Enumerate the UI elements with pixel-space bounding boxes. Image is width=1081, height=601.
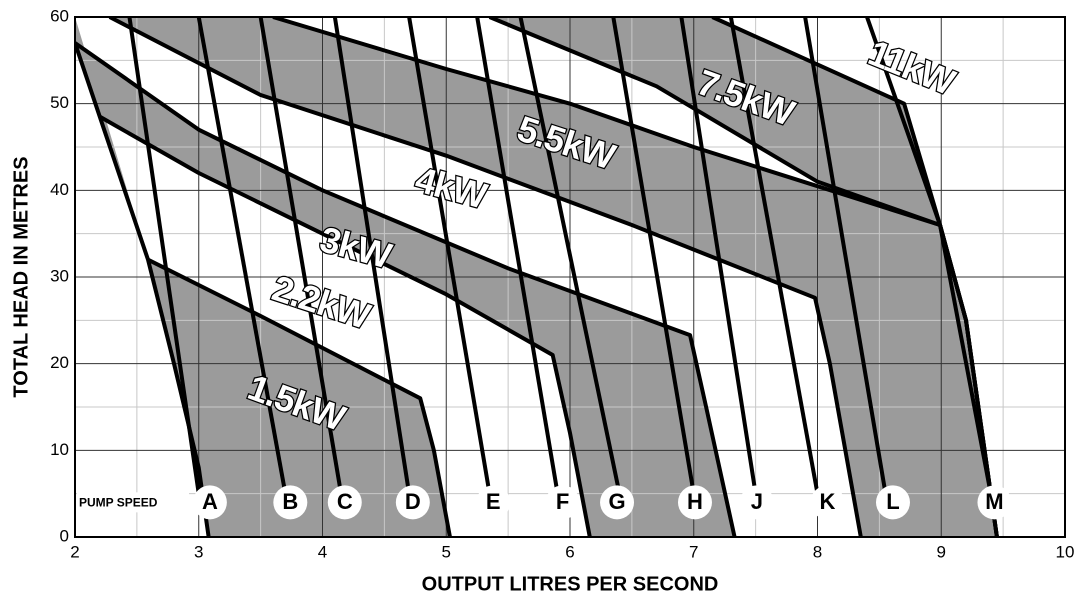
y-tick-label: 10 — [50, 440, 69, 459]
speed-letter: D — [405, 489, 421, 514]
speed-letter: M — [985, 489, 1003, 514]
x-tick-label: 6 — [565, 542, 574, 561]
power-line — [272, 17, 999, 537]
letter-badge — [810, 485, 845, 520]
speed-letter: F — [556, 489, 569, 514]
speed-line — [728, 17, 820, 495]
x-tick-label: 5 — [442, 542, 451, 561]
y-tick-label: 30 — [50, 266, 69, 285]
speed-letter: H — [687, 489, 703, 514]
y-tick-label: 50 — [50, 93, 69, 112]
speed-letter: E — [486, 489, 501, 514]
x-tick-label: 4 — [318, 542, 327, 561]
annotation: PUMP SPEED — [79, 496, 158, 510]
letter-badge — [273, 485, 308, 520]
letter-badge — [476, 485, 511, 520]
speed-line — [865, 17, 993, 495]
speed-line — [679, 17, 758, 494]
x-tick-label: 2 — [70, 542, 79, 561]
letter-badge — [875, 485, 910, 520]
x-tick-label: 9 — [937, 542, 946, 561]
y-tick-label: 40 — [50, 180, 69, 199]
speed-line — [196, 17, 288, 495]
power-line — [75, 41, 737, 537]
speed-letter: J — [751, 489, 763, 514]
y-tick-label: 60 — [50, 6, 69, 25]
annotation-bg — [77, 492, 189, 513]
letter-badge — [977, 485, 1012, 520]
letter-badge — [545, 485, 580, 520]
y-tick-label: 20 — [50, 353, 69, 372]
plot-frame — [74, 16, 1066, 538]
x-tick-label: 3 — [194, 542, 203, 561]
power-line — [147, 257, 452, 537]
x-tick-label: 7 — [689, 542, 698, 561]
speed-line — [611, 17, 696, 494]
letter-badge — [600, 485, 635, 520]
x-axis-title: OUTPUT LITRES PER SECOND — [422, 573, 719, 595]
speed-line — [127, 17, 201, 494]
speed-line — [332, 17, 412, 494]
speed-letter: K — [819, 489, 835, 514]
boundary-line — [75, 42, 211, 537]
speed-letter: B — [282, 489, 298, 514]
speed-letter: L — [886, 489, 899, 514]
letter-badge — [192, 485, 227, 520]
x-tick-label: 8 — [813, 542, 822, 561]
letter-badge — [677, 485, 712, 520]
speed-line — [407, 17, 492, 494]
letter-badge — [327, 485, 362, 520]
power-line — [98, 114, 592, 537]
boundary-fill — [75, 43, 209, 537]
speed-line — [803, 17, 888, 494]
speed-line — [258, 17, 344, 494]
speed-line — [518, 17, 622, 495]
speed-letter: G — [608, 489, 625, 514]
speed-line — [475, 17, 560, 494]
letter-badge — [395, 485, 430, 520]
speed-letter: C — [337, 489, 353, 514]
power-line — [108, 17, 863, 537]
y-axis-title: TOTAL HEAD IN METRES — [10, 156, 32, 397]
letter-badge — [739, 485, 774, 520]
y-tick-label: 0 — [60, 526, 69, 545]
x-tick-label: 10 — [1056, 542, 1075, 561]
speed-letter: A — [202, 489, 218, 514]
